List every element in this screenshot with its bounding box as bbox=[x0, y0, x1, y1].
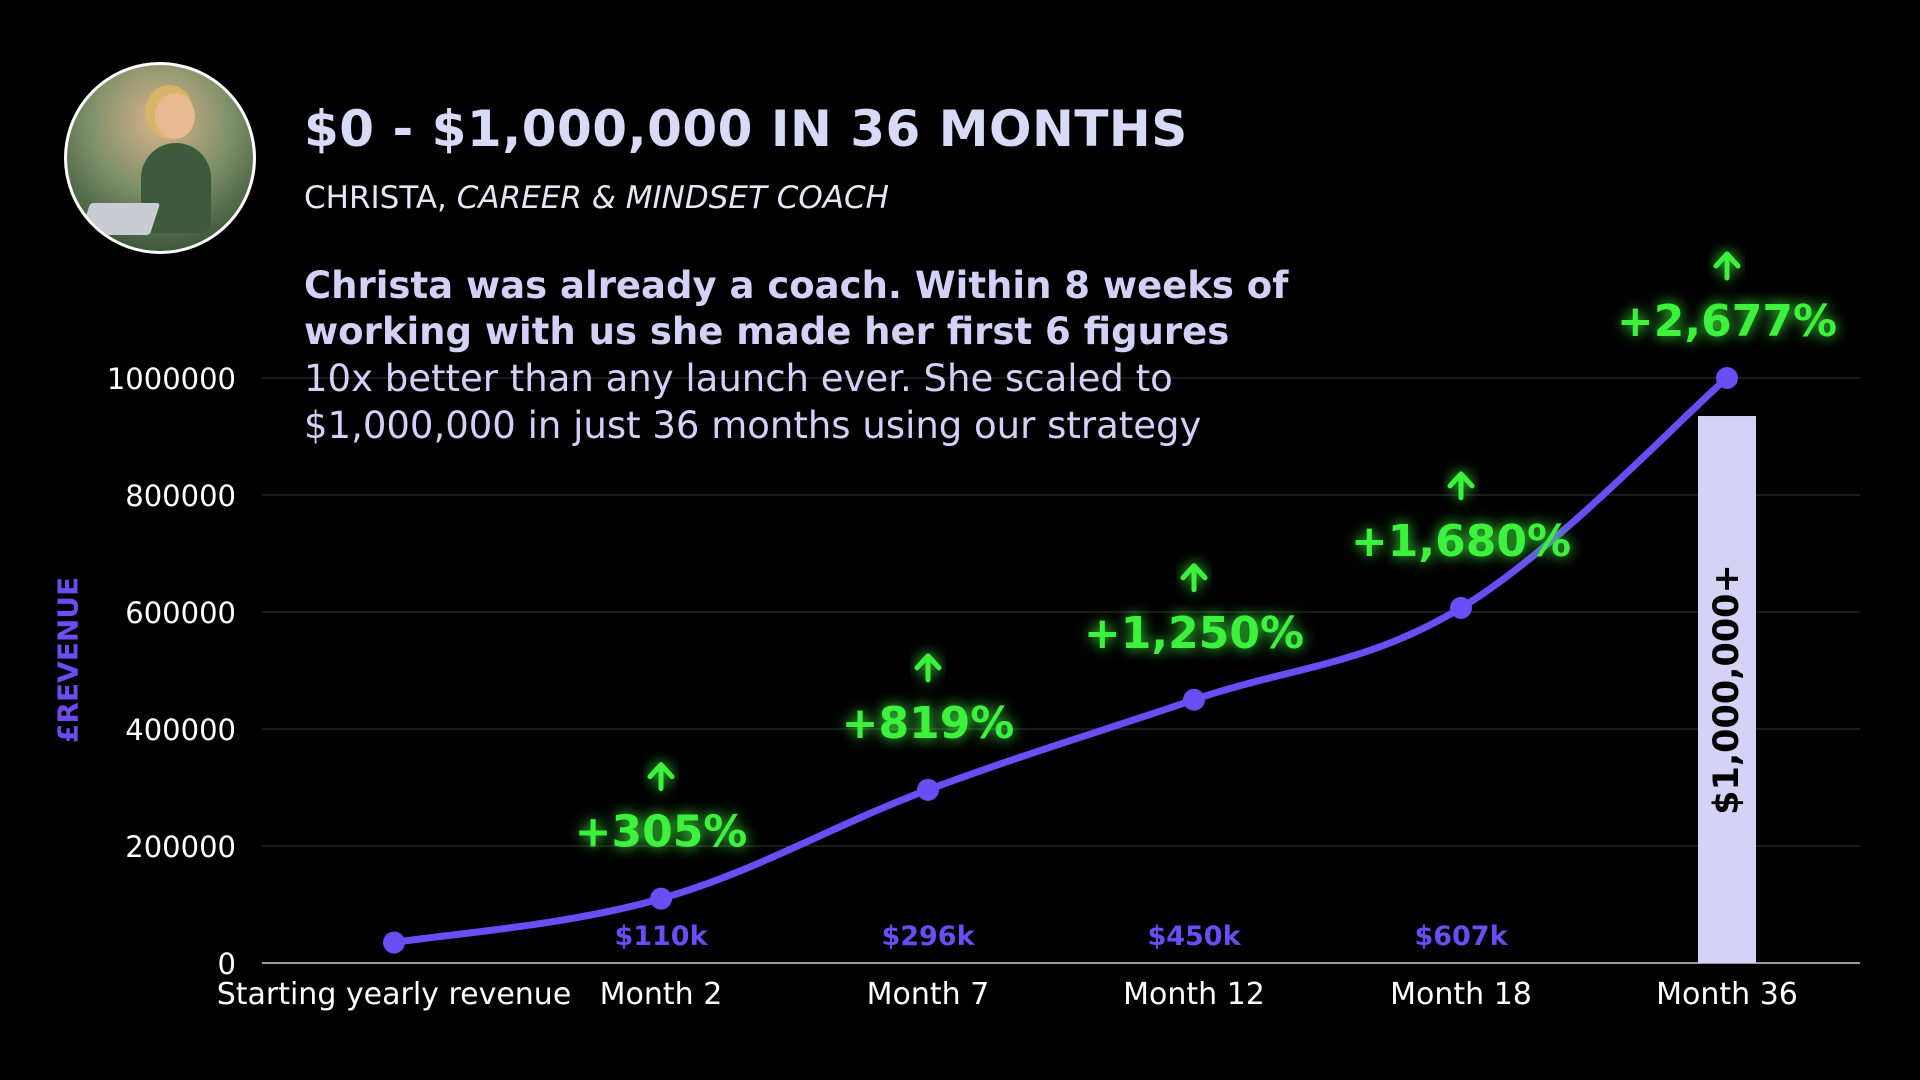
y-tick-label: 600000 bbox=[125, 596, 236, 630]
bar-label: $1,000,000+ bbox=[1707, 564, 1747, 815]
y-tick-label: 400000 bbox=[125, 713, 236, 747]
growth-label: +1,680% bbox=[1351, 516, 1571, 567]
page-title: $0 - $1,000,000 IN 36 MONTHS bbox=[304, 100, 1188, 158]
blurb-body: 10x better than any launch ever. She sca… bbox=[304, 355, 1404, 449]
bar-month-36 bbox=[1698, 416, 1756, 963]
blurb-body-line-2: $1,000,000 in just 36 months using our s… bbox=[304, 404, 1202, 447]
value-label: $450k bbox=[1147, 921, 1241, 952]
data-point bbox=[1716, 367, 1738, 389]
growth-label: +819% bbox=[842, 698, 1015, 749]
data-point bbox=[917, 778, 939, 801]
x-tick-label: Month 12 bbox=[1123, 977, 1265, 1012]
value-label: $296k bbox=[881, 921, 975, 952]
y-tick-label: 800000 bbox=[125, 479, 236, 513]
y-tick-label: 0 bbox=[218, 947, 236, 981]
arrow-up-icon bbox=[1180, 563, 1208, 593]
data-point bbox=[1450, 596, 1472, 619]
x-tick-label: Month 2 bbox=[600, 977, 723, 1012]
arrow-up-icon-shape bbox=[1713, 251, 1741, 281]
growth-label: +2,677% bbox=[1617, 296, 1837, 347]
x-tick-label: Starting yearly revenue bbox=[217, 977, 572, 1012]
value-label: $607k bbox=[1414, 921, 1508, 952]
subtitle: CHRISTA, CAREER & MINDSET COACH bbox=[304, 180, 889, 216]
data-point bbox=[383, 931, 405, 954]
avatar bbox=[64, 62, 256, 254]
blurb-headline: Christa was already a coach. Within 8 we… bbox=[304, 263, 1404, 355]
data-point bbox=[1183, 688, 1205, 711]
growth-label: +1,250% bbox=[1084, 608, 1304, 659]
arrow-up-icon-shape bbox=[647, 762, 675, 792]
arrow-up-icon bbox=[914, 653, 942, 683]
y-tick-label: 200000 bbox=[125, 830, 236, 864]
arrow-up-icon bbox=[647, 762, 675, 792]
growth-label: +305% bbox=[575, 807, 748, 858]
blurb-headline-line-1: Christa was already a coach. Within 8 we… bbox=[304, 264, 1289, 307]
arrow-up-icon-shape bbox=[1447, 471, 1475, 501]
value-label: $110k bbox=[614, 921, 708, 952]
arrow-up-icon-shape bbox=[914, 653, 942, 683]
x-tick-label: Month 7 bbox=[867, 977, 990, 1012]
subtitle-role: CAREER & MINDSET COACH bbox=[456, 180, 889, 216]
blurb-headline-line-2: working with us she made her first 6 fig… bbox=[304, 310, 1230, 353]
revenue-line bbox=[390, 374, 1731, 947]
data-point bbox=[650, 887, 672, 910]
y-tick-label: 1000000 bbox=[107, 362, 236, 396]
y-axis-label: £REVENUE bbox=[51, 576, 85, 744]
arrow-up-icon-shape bbox=[1180, 563, 1208, 593]
x-tick-label: Month 18 bbox=[1390, 977, 1532, 1012]
arrow-up-icon bbox=[1447, 471, 1475, 501]
blurb-body-line-1: 10x better than any launch ever. She sca… bbox=[304, 357, 1173, 400]
x-tick-label: Month 36 bbox=[1656, 977, 1798, 1012]
subtitle-name: CHRISTA, bbox=[304, 180, 447, 216]
arrow-up-icon bbox=[1713, 251, 1741, 281]
